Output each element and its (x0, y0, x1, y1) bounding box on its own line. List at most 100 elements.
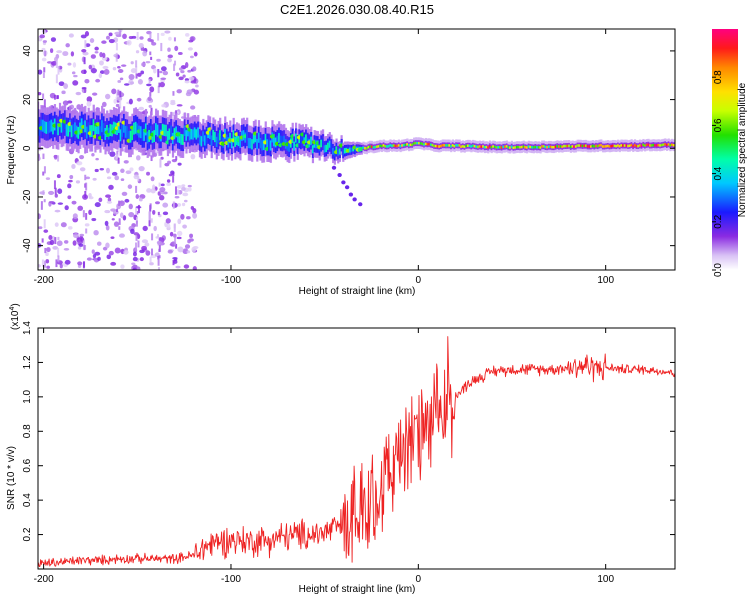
spectrogram-speckle (105, 194, 111, 198)
spectrogram-speckle (67, 195, 72, 200)
spectrogram-band-core (97, 122, 100, 135)
colorbar-tick-label: 0.0 (713, 263, 724, 277)
spectrogram-speckle (192, 212, 198, 219)
spectrogram-speckle (46, 265, 50, 269)
spectrogram-speckle (183, 264, 190, 269)
spectrogram-speckle (130, 61, 134, 65)
spectrogram-speckle (91, 152, 95, 157)
spectrogram-speckle (99, 60, 104, 66)
spectrogram-speckle (159, 81, 166, 88)
spectrogram-band-core (611, 144, 615, 148)
spectrogram-band-core (625, 144, 628, 147)
spectrogram-band-core (622, 144, 625, 147)
spectrogram-speckle (98, 197, 103, 203)
spectrogram-speckle (127, 184, 133, 189)
spectrogram-speckle (57, 202, 64, 205)
spectrogram-speckle (166, 179, 171, 183)
spectrogram-band-core (338, 148, 342, 155)
spectrogram-speckle (52, 245, 59, 250)
spectrogram-speckle (105, 242, 110, 249)
spectrogram-band-core (396, 144, 399, 148)
spectrogram-speckle (157, 256, 160, 260)
spectrogram-speckle (130, 228, 135, 235)
spectrogram-speckle (80, 34, 87, 39)
spectrogram-speckle (85, 228, 88, 234)
spectrogram-band-core (48, 120, 52, 133)
spectrogram-band-core (301, 134, 304, 144)
spectrogram-band-core (512, 146, 515, 150)
spectrogram-band-core (566, 144, 569, 148)
spectrogram-speckle (157, 211, 160, 216)
spectrogram-band-core (155, 123, 158, 136)
spectrogram-band-core (520, 145, 524, 149)
spectrogram-band-core (293, 141, 296, 151)
spectrogram-speckle (146, 188, 152, 193)
spectrogram-speckle (71, 71, 76, 75)
spectrogram-speckle (164, 30, 171, 34)
spectrogram-speckle (149, 86, 155, 93)
spectrogram-band-core (522, 145, 525, 148)
spectrogram-band-core (588, 145, 591, 148)
spectrogram-band-core (102, 123, 105, 135)
spectrogram-band-core (497, 145, 500, 149)
spectrogram-band-core (380, 144, 384, 148)
spectrogram-band-core (283, 135, 286, 146)
spectrogram-speckle (57, 95, 60, 99)
spectrogram-speckle (106, 254, 112, 260)
spectrogram-band-core (365, 147, 369, 150)
spectrogram-speckle (151, 233, 154, 241)
spectrogram-speckle (83, 69, 86, 74)
spectrogram-speckle (79, 233, 85, 237)
spectrogram-speckle (102, 65, 109, 70)
spectrogram-speckle (176, 89, 182, 94)
spectrogram-speckle (54, 222, 59, 227)
spectrogram-band-core (279, 135, 283, 146)
spectrogram-band-core (214, 131, 217, 143)
snr-x-ticks: -200 -100 0 100 (34, 328, 614, 585)
spectrogram-speckle (135, 50, 140, 54)
spectrogram-speckle (38, 213, 41, 220)
spectrogram-speckle (106, 176, 112, 180)
spectrogram-speckle (43, 199, 46, 203)
spectrogram-band-core (294, 133, 298, 143)
spectrogram-speckle (58, 81, 65, 87)
spectrogram-band-core (418, 141, 421, 145)
spectrogram-band-core (480, 145, 483, 149)
spectrogram-speckle (175, 243, 178, 249)
spectrogram-speckle (57, 155, 60, 162)
spectrogram-band-core (330, 143, 333, 151)
spectrogram-speckle (160, 77, 167, 81)
spectrogram-band-core (197, 127, 200, 138)
spectrogram-band-core (117, 121, 121, 133)
spectrogram-band-core (251, 139, 254, 150)
spectrogram-band-core (239, 137, 242, 148)
spectrogram-band-core (507, 146, 510, 149)
spectrogram-tail (348, 192, 354, 197)
spectrogram-speckle (64, 259, 71, 265)
spectrogram-speckle (172, 112, 175, 116)
snr-panel: -200 -100 0 100 0.2 0.4 0.6 0.8 1.0 1.2 1.4 Heigh… (6, 303, 676, 595)
spectrogram-speckle (72, 240, 77, 246)
spectrogram-band-core (423, 143, 426, 146)
spectrogram-speckle (84, 174, 87, 181)
spectrogram-speckle (192, 266, 197, 270)
spectrogram-band-core (146, 131, 149, 144)
spectrogram-band-core (273, 136, 276, 147)
spectrogram-speckle (151, 65, 156, 70)
spectrogram-band-core (364, 146, 367, 150)
spectrogram-speckle (176, 184, 182, 189)
spectrogram-band-core (615, 144, 618, 148)
spectrogram-speckle (166, 223, 171, 229)
y-tick-label: 20 (22, 94, 33, 106)
spectrogram-speckle (177, 246, 184, 253)
spectrogram-band-core (541, 145, 544, 148)
spectrogram-band-core (90, 125, 94, 138)
spectrogram-band-core (281, 136, 284, 146)
spectrogram-band-core (119, 129, 122, 142)
spectrogram-band-core (354, 147, 357, 152)
spectrogram-band-core (552, 145, 556, 149)
spectrogram-speckle (161, 104, 166, 108)
snr-y-ticks: 0.2 0.4 0.6 0.8 1.0 1.2 1.4 (22, 321, 675, 542)
spectrogram-speckle (135, 66, 138, 74)
